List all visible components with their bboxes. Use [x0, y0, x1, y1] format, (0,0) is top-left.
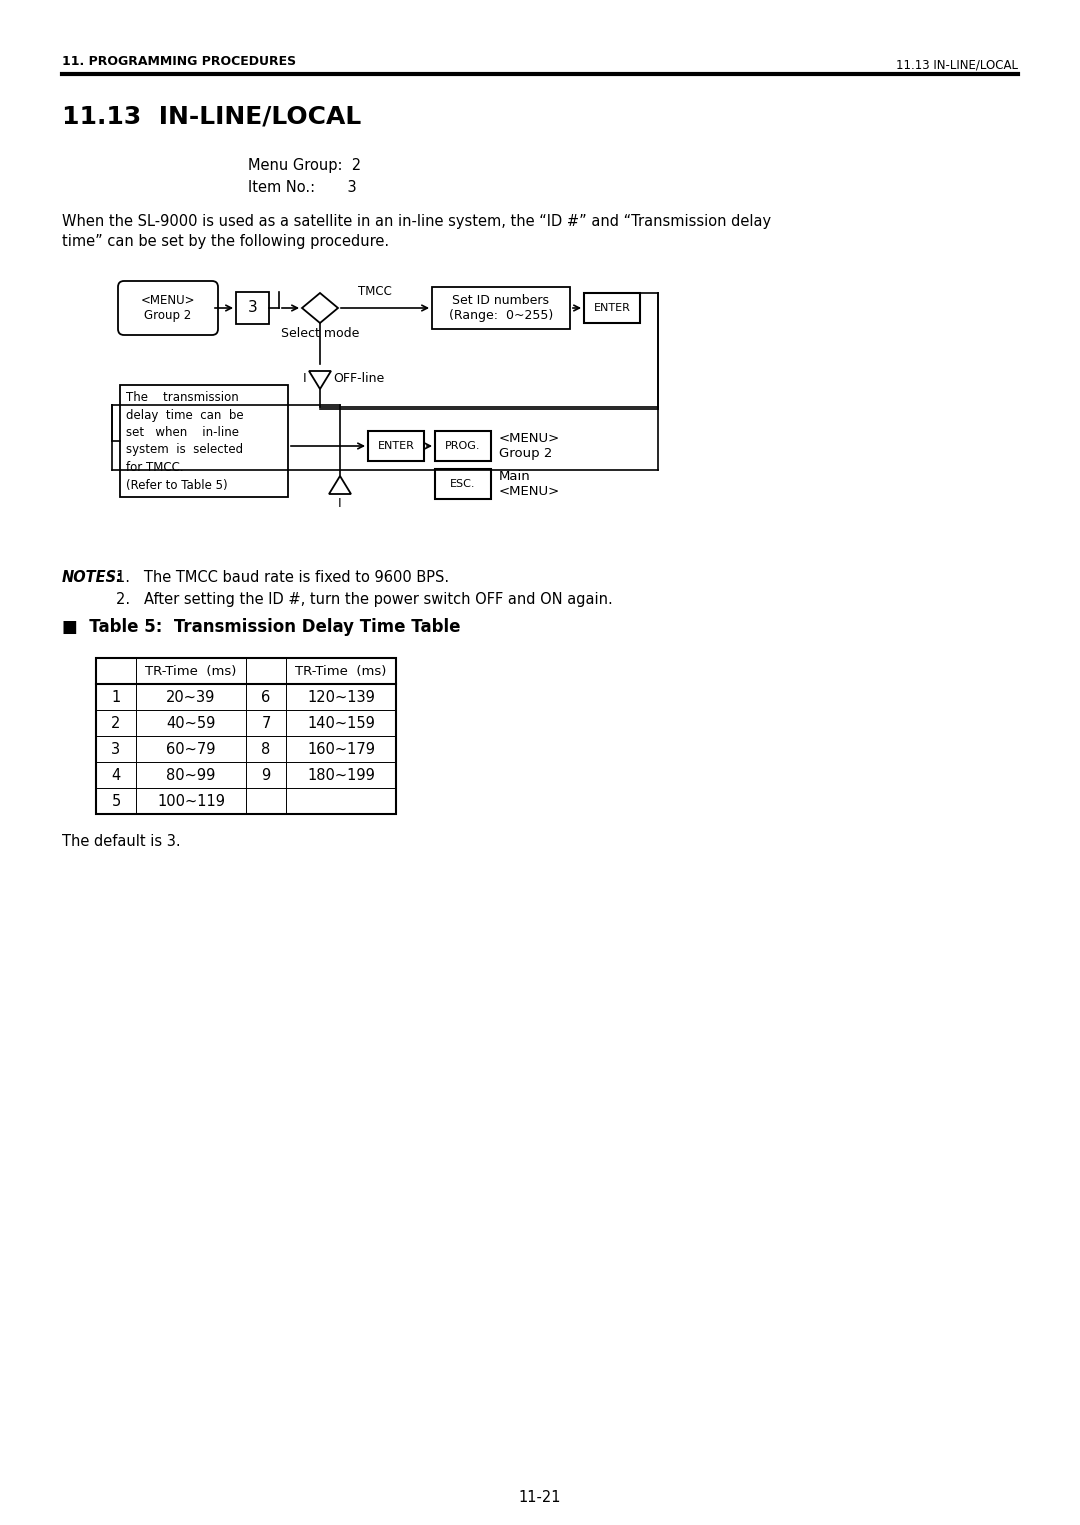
- Text: 11.13  IN-LINE/LOCAL: 11.13 IN-LINE/LOCAL: [62, 105, 361, 130]
- Text: 180~199: 180~199: [307, 767, 375, 782]
- Bar: [96, 657, 396, 814]
- Bar: [435, 432, 491, 461]
- Bar: [368, 432, 424, 461]
- Text: 3: 3: [111, 741, 121, 756]
- Text: 120~139: 120~139: [307, 689, 375, 705]
- Text: ESC.: ESC.: [450, 479, 476, 490]
- Text: NOTES:: NOTES:: [62, 570, 123, 586]
- Text: time” can be set by the following procedure.: time” can be set by the following proced…: [62, 233, 389, 249]
- Text: 1: 1: [111, 689, 121, 705]
- Text: 11-21: 11-21: [518, 1490, 562, 1505]
- Text: 60~79: 60~79: [166, 741, 216, 756]
- Text: 4: 4: [111, 767, 121, 782]
- Text: 80~99: 80~99: [166, 767, 216, 782]
- Text: TMCC: TMCC: [359, 285, 392, 297]
- Text: The default is 3.: The default is 3.: [62, 834, 180, 849]
- Text: 20~39: 20~39: [166, 689, 216, 705]
- Text: OFF-line: OFF-line: [333, 372, 384, 384]
- Text: 8: 8: [261, 741, 271, 756]
- Text: PROG.: PROG.: [445, 441, 481, 451]
- Text: 2: 2: [111, 715, 121, 730]
- Text: 6: 6: [261, 689, 271, 705]
- Text: I: I: [338, 497, 341, 509]
- Text: 7: 7: [261, 715, 271, 730]
- Bar: [584, 293, 640, 323]
- Text: Menu Group:  2: Menu Group: 2: [248, 159, 361, 172]
- Text: 3: 3: [247, 300, 257, 316]
- Text: <MENU>
Group 2: <MENU> Group 2: [140, 294, 195, 322]
- Text: 11. PROGRAMMING PROCEDURES: 11. PROGRAMMING PROCEDURES: [62, 55, 296, 69]
- Text: Main
<MENU>: Main <MENU>: [499, 470, 561, 499]
- Polygon shape: [329, 476, 351, 494]
- Text: Item No.:       3: Item No.: 3: [248, 180, 356, 195]
- Text: ENTER: ENTER: [378, 441, 415, 451]
- Text: ■  Table 5:  Transmission Delay Time Table: ■ Table 5: Transmission Delay Time Table: [62, 618, 460, 636]
- Text: 11.13 IN-LINE/LOCAL: 11.13 IN-LINE/LOCAL: [896, 58, 1018, 72]
- Text: 5: 5: [111, 793, 121, 808]
- Text: TR-Time  (ms): TR-Time (ms): [295, 665, 387, 677]
- Bar: [237, 291, 269, 323]
- Text: 40~59: 40~59: [166, 715, 216, 730]
- Text: 140~159: 140~159: [307, 715, 375, 730]
- Bar: [435, 470, 491, 499]
- Polygon shape: [302, 293, 338, 323]
- Bar: [120, 384, 288, 497]
- Text: TR-Time  (ms): TR-Time (ms): [146, 665, 237, 677]
- Text: <MENU>
Group 2: <MENU> Group 2: [499, 432, 561, 461]
- Text: 100~119: 100~119: [157, 793, 225, 808]
- Polygon shape: [309, 371, 330, 389]
- Text: The    transmission
delay  time  can  be
set   when    in-line
system  is  selec: The transmission delay time can be set w…: [126, 390, 244, 491]
- FancyBboxPatch shape: [118, 281, 218, 336]
- Text: ENTER: ENTER: [594, 303, 631, 313]
- Bar: [432, 287, 570, 329]
- Text: I: I: [302, 372, 306, 384]
- Text: 160~179: 160~179: [307, 741, 375, 756]
- Text: 2.   After setting the ID #, turn the power switch OFF and ON again.: 2. After setting the ID #, turn the powe…: [116, 592, 612, 607]
- Text: When the SL-9000 is used as a satellite in an in-line system, the “ID #” and “Tr: When the SL-9000 is used as a satellite …: [62, 214, 771, 229]
- Text: 1.   The TMCC baud rate is fixed to 9600 BPS.: 1. The TMCC baud rate is fixed to 9600 B…: [116, 570, 449, 586]
- Text: Select mode: Select mode: [281, 326, 360, 340]
- Text: Set ID numbers
(Range:  0~255): Set ID numbers (Range: 0~255): [449, 294, 553, 322]
- Text: 9: 9: [261, 767, 271, 782]
